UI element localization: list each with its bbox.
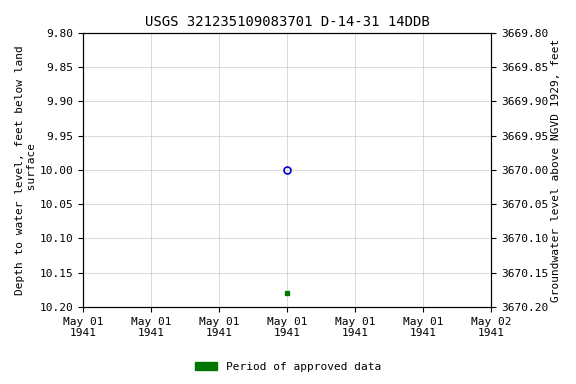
Y-axis label: Groundwater level above NGVD 1929, feet: Groundwater level above NGVD 1929, feet [551,38,561,301]
Legend: Period of approved data: Period of approved data [191,358,385,377]
Y-axis label: Depth to water level, feet below land
 surface: Depth to water level, feet below land su… [15,45,37,295]
Title: USGS 321235109083701 D-14-31 14DDB: USGS 321235109083701 D-14-31 14DDB [145,15,430,29]
